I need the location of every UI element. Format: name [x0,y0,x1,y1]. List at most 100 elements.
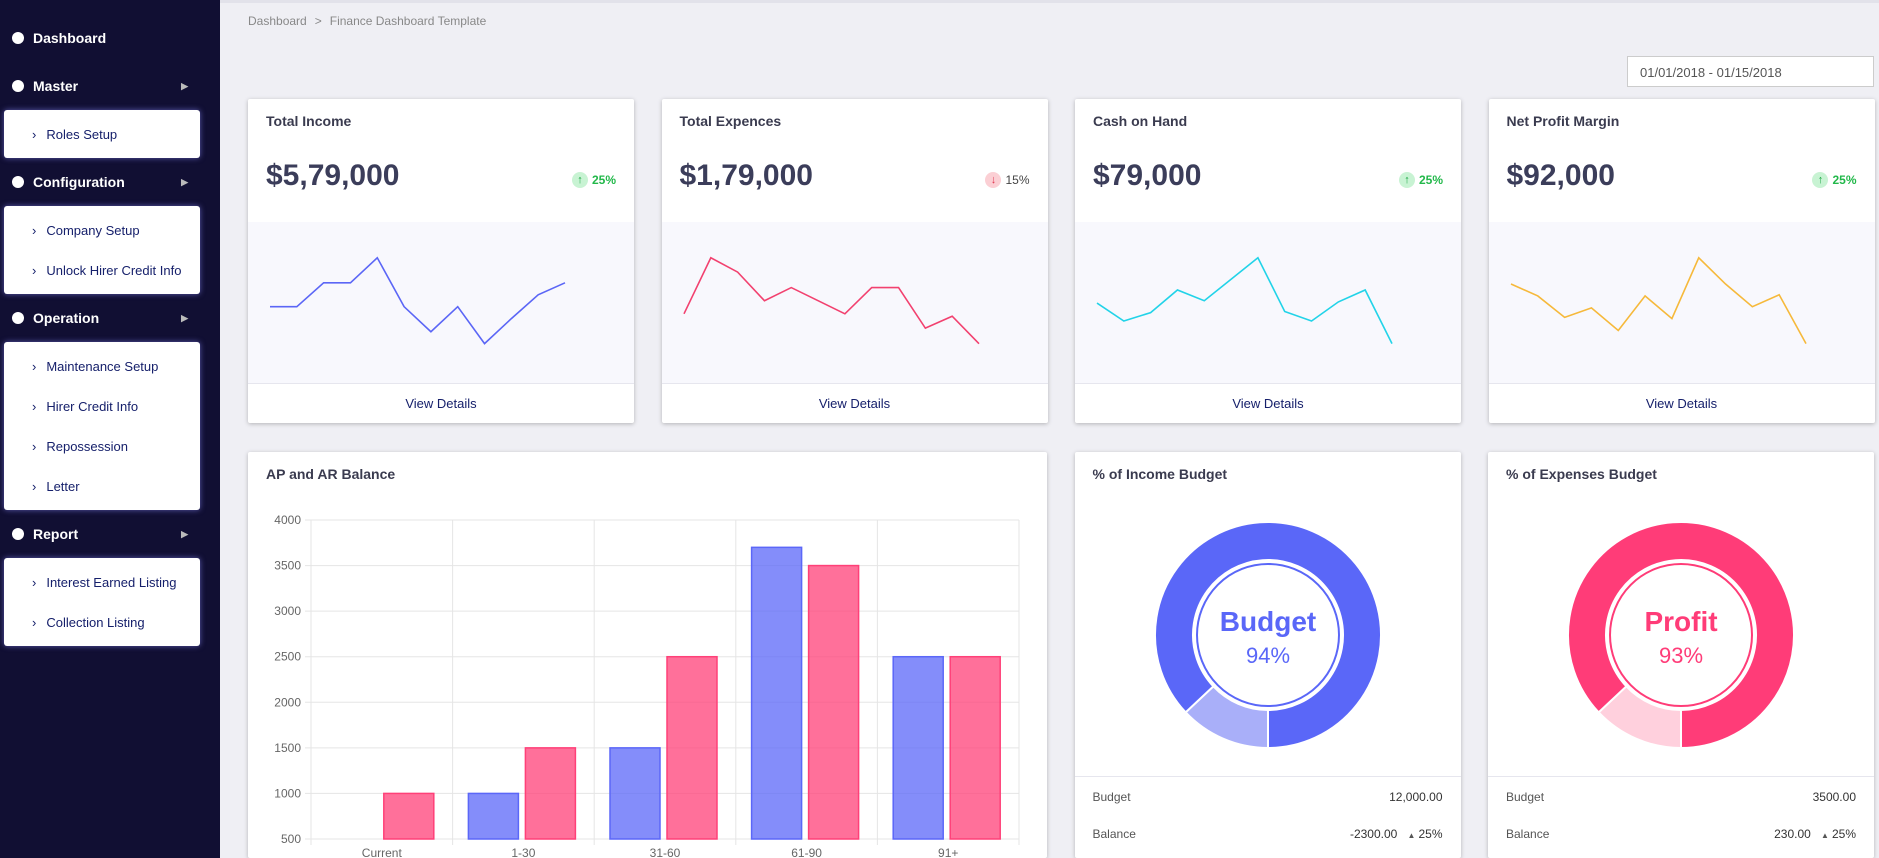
chart-row: AP and AR Balance 500 1000 1500 2000 2500 3000… [248,452,1874,858]
sparkline [1096,256,1393,345]
kpi-amount: $1,79,000 [679,159,813,192]
submenu-label: Maintenance Setup [46,358,159,374]
y-tick-label: 2000 [274,695,301,709]
menu-icon [12,80,24,92]
budget-amount-group: -2300.00 ▲ 25% [1350,827,1443,841]
submenu: › Interest Earned Listing › Collection List… [4,558,200,646]
budget-row: Budget 12,000.00 [1093,790,1443,804]
menu-section[interactable]: Dashboard [0,14,220,62]
sparkline [682,256,980,345]
submenu-label: Interest Earned Listing [46,574,177,590]
date-range-input[interactable]: 01/01/2018 - 01/15/2018 [1627,56,1874,87]
submenu-item[interactable]: › Maintenance Setup [4,346,200,386]
donut-card: % of Expenses Budget Profit 93% Budget 3500.… [1488,452,1874,858]
kpi-card: Total Expences $1,79,000 ↓ 15% View Details [661,99,1048,423]
view-details-link[interactable]: View Details [1075,383,1461,423]
x-tick-label: 31-60 [650,846,681,858]
bar [666,655,718,840]
submenu-label: Company Setup [46,222,140,238]
change-icon: ▲ [1405,831,1416,840]
sparkline-chart [1488,222,1875,383]
x-tick-label: 91+ [938,846,958,858]
chevron: › [32,574,37,590]
chevron: › [32,478,37,494]
menu-label: Master [33,78,79,94]
chevron: › [32,614,37,630]
menu-icon [12,312,24,324]
submenu-label: Unlock Hirer Credit Info [46,262,182,278]
submenu-item[interactable]: › Collection Listing [4,602,200,642]
change-value: 15% [1005,173,1030,187]
donut-card: % of Income Budget Budget 94% Budget 12,000.… [1074,452,1461,858]
kpi-amount: $79,000 [1093,159,1202,192]
menu-arrow: ▶ [181,80,188,91]
budget-amount: -2300.00 [1349,827,1398,841]
menu-section[interactable]: Master ▶ [0,62,220,110]
budget-label: Balance [1506,827,1550,841]
y-tick-label: 4000 [274,513,301,527]
bar [467,792,520,840]
y-tick-label: 2500 [274,650,301,664]
change-icon: ↑ [571,172,588,188]
change-icon: ▲ [1818,831,1829,840]
budget-amount: 230.00 [1774,827,1811,841]
budget-change: 25% [1831,827,1856,841]
menu-arrow: ▶ [181,528,188,539]
view-details-link[interactable]: View Details [1488,383,1875,423]
menu-section[interactable]: Operation ▶ [0,294,220,342]
submenu-label: Letter [46,478,80,494]
budget-amount: 3500.00 [1812,790,1856,804]
menu-section[interactable]: Configuration ▶ [0,158,220,206]
submenu-item[interactable]: › Interest Earned Listing [4,562,200,602]
menu-label: Dashboard [33,30,107,46]
submenu-item[interactable]: › Unlock Hirer Credit Info [4,250,200,290]
submenu-label: Collection Listing [46,614,145,630]
kpi-card: Net Profit Margin $92,000 ↑ 25% View Details [1488,99,1875,423]
donut-center-label: Budget [1219,606,1315,637]
bar-chart-card: AP and AR Balance 500 1000 1500 2000 2500 3000… [248,452,1047,858]
change-icon: ↓ [985,172,1002,188]
bar [892,655,944,840]
breadcrumb-link[interactable]: Dashboard [248,14,307,28]
card-divider [1488,776,1874,777]
budget-label: Budget [1506,790,1545,804]
breadcrumb-current: Finance Dashboard Template [329,14,487,28]
breadcrumb-separator: > [314,14,322,28]
bar [609,747,661,840]
submenu-label: Hirer Credit Info [46,398,139,414]
sparkline-chart [248,222,634,383]
menu-section[interactable]: Report ▶ [0,510,220,558]
change-value: 25% [1418,173,1443,187]
bar-chart: 500 1000 1500 2000 2500 3000 3500 4000 Current 1-… [274,513,1020,858]
sparkline-chart [661,222,1048,383]
menu-icon [12,32,24,44]
budget-amount: 12,000.00 [1389,790,1443,804]
submenu-label: Repossession [46,438,128,454]
y-tick-label: 3000 [274,604,301,618]
donut-inner-ring [1195,563,1340,707]
budget-change: 25% [1418,827,1443,841]
card-title: Total Expences [679,113,782,129]
bar [383,792,435,840]
submenu-item[interactable]: › Roles Setup [4,114,200,154]
change-icon: ↑ [1812,172,1829,188]
submenu-item[interactable]: › Hirer Credit Info [4,386,200,426]
y-tick-label: 1500 [274,741,301,755]
submenu-item[interactable]: › Company Setup [4,210,200,250]
kpi-card: Total Income $5,79,000 ↑ 25% View Details [248,99,634,423]
budget-row: Budget 3500.00 [1506,790,1856,804]
submenu-item[interactable]: › Letter [4,466,200,506]
submenu-item[interactable]: › Repossession [4,426,200,466]
kpi-amount: $92,000 [1506,159,1615,192]
view-details-link[interactable]: View Details [661,383,1048,423]
chevron: › [32,358,37,374]
menu-label: Report [33,526,79,542]
pie-chart: Profit 93% [1567,521,1795,750]
submenu: › Roles Setup [4,110,200,158]
change-value: 25% [591,173,616,187]
change-badge: ↑ 25% [1812,172,1857,188]
card-title: Cash on Hand [1093,113,1188,129]
view-details-link[interactable]: View Details [248,383,634,423]
bar [807,564,860,840]
donut-center-value: 93% [1659,643,1703,668]
